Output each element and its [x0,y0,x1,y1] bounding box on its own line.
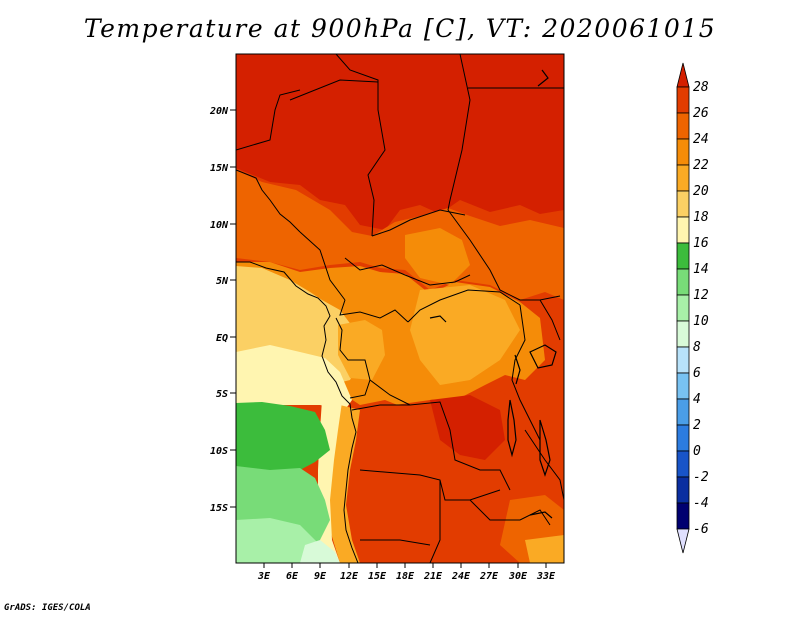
colorbar-label: 22 [693,158,709,173]
colorbar-label: -2 [693,470,709,485]
grads-credit: GrADS: IGES/COLA [4,603,91,613]
temperature-field [236,54,564,563]
lon-tick-label: 24E [451,571,471,582]
colorbar: 28 26 24 22 20 18 16 14 12 10 8 6 4 2 0 … [676,62,709,554]
map-frame [235,53,565,564]
colorbar-swatch [676,294,690,322]
colorbar-label: -6 [693,522,709,537]
lat-tick-label: 5S [216,389,228,400]
colorbar-label: 12 [693,288,709,303]
colorbar-label: 16 [693,236,709,251]
colorbar-label: 24 [693,132,709,147]
lat-tick-label: 5N [216,276,229,287]
colorbar-label: -4 [693,496,709,511]
lon-tick-label: 33E [536,571,556,582]
lat-tick-label: 10S [210,446,228,457]
colorbar-swatches [676,62,690,554]
lakes [429,69,557,519]
colorbar-swatch [676,112,690,140]
country-borders [236,54,564,563]
colorbar-label: 4 [693,392,701,407]
colorbar-swatch [676,424,690,452]
colorbar-swatch [676,190,690,218]
colorbar-swatch [676,242,690,270]
lat-tick-label: 15S [210,503,228,514]
colorbar-swatch [676,398,690,426]
colorbar-bottom-arrow [676,528,690,554]
lat-tick-label: 15N [210,163,229,174]
lon-tick-label: 30E [508,571,528,582]
lon-tick-label: 6E [286,571,299,582]
lat-tick-label: 10N [210,220,229,231]
colorbar-swatch [676,268,690,296]
lat-tick-label: 20N [209,106,229,117]
colorbar-labels: 28 26 24 22 20 18 16 14 12 10 8 6 4 2 0 … [693,80,709,537]
lon-tick-label: 18E [396,571,415,582]
lon-tick-label: 9E [314,571,327,582]
lon-tick-label: 12E [340,571,359,582]
colorbar-label: 10 [693,314,709,329]
colorbar-label: 26 [693,106,709,121]
colorbar-swatch [676,86,690,114]
colorbar-swatch [676,138,690,166]
colorbar-label: 6 [693,366,701,381]
latitude-axis: 20N 15N 10N 5N EQ 5S 10S 15S [209,106,236,514]
colorbar-swatch [676,372,690,400]
colorbar-label: 0 [693,444,701,459]
lon-tick-label: 3E [257,571,271,582]
colorbar-label: 20 [693,184,709,199]
map-title: Temperature at 900hPa [C], VT: 202006101… [83,14,717,43]
colorbar-top-arrow [676,62,690,88]
colorbar-swatch [676,164,690,192]
colorbar-label: 28 [693,80,709,95]
colorbar-swatch [676,320,690,348]
colorbar-swatch [676,346,690,374]
colorbar-swatch [676,216,690,244]
lon-tick-label: 15E [368,571,387,582]
colorbar-swatch [676,450,690,478]
colorbar-label: 2 [693,418,701,433]
colorbar-label: 14 [693,262,709,277]
colorbar-label: 8 [693,340,701,355]
colorbar-label: 18 [693,210,709,225]
lat-tick-label: EQ [216,333,228,344]
lon-tick-label: 21E [423,571,443,582]
colorbar-swatch [676,476,690,504]
lon-tick-label: 27E [479,571,499,582]
longitude-axis: 3E 6E 9E 12E 15E 18E 21E 24E 27E 30E 33E [257,563,556,582]
colorbar-swatch [676,502,690,530]
